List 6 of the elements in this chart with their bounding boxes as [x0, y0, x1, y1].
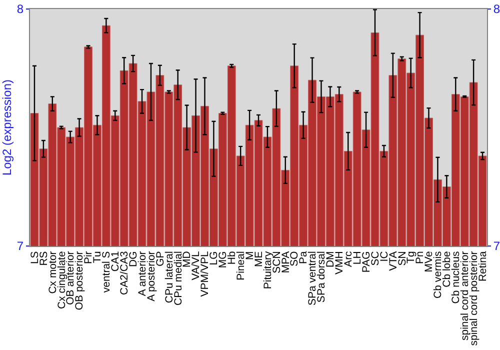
- y-axis-title: Log2 (expression): [0, 79, 14, 176]
- x-tick-label: OB posterior: [74, 250, 86, 310]
- y2-tick-label: 7: [493, 239, 500, 254]
- x-tick-label: Tg: [405, 251, 418, 264]
- x-tick-label: MVe: [423, 251, 436, 272]
- y2-tick-label: 8: [493, 2, 500, 16]
